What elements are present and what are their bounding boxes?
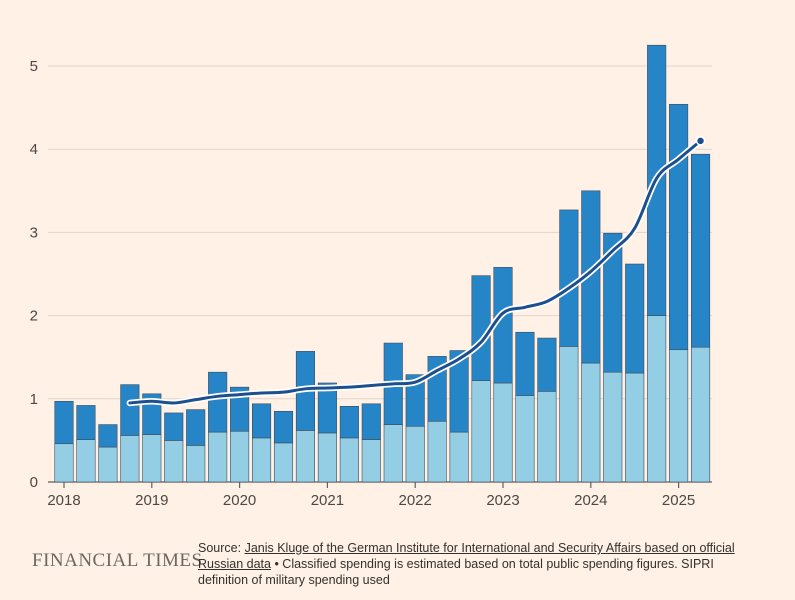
- bar-segment-upper: [625, 263, 645, 374]
- bar-segment-lower: [230, 430, 250, 483]
- bar-segment-lower: [317, 432, 337, 483]
- trend-line-path: [128, 139, 703, 405]
- bar-segment-lower: [669, 349, 689, 483]
- bar-segment-lower: [383, 424, 403, 483]
- bar-segment-upper: [405, 374, 425, 427]
- x-tick-label: 2025: [662, 492, 695, 509]
- source-link[interactable]: Janis Kluge of the German Institute for …: [198, 541, 735, 571]
- y-tick-label: 2: [30, 308, 38, 325]
- x-tick-label: 2022: [399, 492, 432, 509]
- bar-segment-upper: [339, 405, 359, 439]
- ft-logo: FINANCIAL TIMES: [32, 550, 203, 571]
- bar-segment-lower: [252, 437, 272, 483]
- y-tick-label: 3: [30, 224, 38, 241]
- bar-segment-lower: [537, 391, 557, 483]
- bar-segment-upper: [690, 153, 711, 348]
- bar-segment-lower: [493, 382, 513, 483]
- bar-segment-upper: [559, 209, 579, 347]
- trend-line: [126, 136, 706, 407]
- bar-segment-upper: [164, 412, 184, 441]
- bar-segment-lower: [405, 425, 425, 483]
- bar-segment-upper: [515, 331, 535, 396]
- bar-segment-lower: [98, 446, 118, 483]
- source-note: Source: Janis Kluge of the German Instit…: [198, 540, 738, 588]
- bar-segment-upper: [120, 384, 140, 436]
- bar-segment-upper: [54, 400, 74, 445]
- bar-segment-lower: [603, 371, 623, 483]
- bar-segment-lower: [581, 362, 601, 483]
- bar-segment-upper: [317, 382, 337, 434]
- bar-segment-lower: [471, 380, 491, 483]
- bar-segment-lower: [164, 440, 184, 483]
- x-tick-label: 2018: [47, 492, 80, 509]
- y-tick-label: 4: [30, 141, 38, 158]
- bar-segment-lower: [295, 430, 316, 483]
- bar-segment-lower: [361, 439, 381, 483]
- bar-segment-upper: [98, 424, 118, 448]
- bars: [54, 44, 711, 483]
- bar-segment-lower: [120, 435, 140, 483]
- bar-segment-upper: [186, 409, 206, 446]
- bar-segment-upper: [603, 232, 623, 373]
- source-prefix: Source:: [198, 541, 245, 555]
- bar-segment-lower: [690, 346, 711, 483]
- bar-segment-lower: [54, 443, 74, 483]
- bar-segment-lower: [208, 431, 228, 483]
- bar-segment-lower: [647, 315, 667, 483]
- x-tick-label: 2020: [223, 492, 256, 509]
- chart: 0 1 2 3 4 5 2018 2019 2020 2021 2022 2023 2024 2025: [30, 44, 712, 509]
- y-tick-label: 5: [30, 58, 38, 75]
- x-tick-label: 2023: [486, 492, 519, 509]
- source-note-text: • Classified spending is estimated based…: [198, 557, 714, 587]
- bar-segment-upper: [76, 405, 96, 440]
- bar-segment-upper: [537, 337, 557, 392]
- footer: FINANCIAL TIMES Source: Janis Kluge of t…: [0, 538, 795, 600]
- bar-segment-upper: [449, 350, 469, 433]
- x-tick-label: 2019: [135, 492, 168, 509]
- y-tick-label: 0: [30, 474, 38, 491]
- x-tick-label: 2024: [574, 492, 607, 509]
- trend-end-point: [695, 136, 706, 146]
- y-axis: 0 1 2 3 4 5: [30, 58, 38, 491]
- y-tick-label: 1: [30, 391, 38, 408]
- x-axis: 2018 2019 2020 2021 2022 2023 2024 2025: [47, 482, 695, 509]
- bar-segment-lower: [559, 346, 579, 483]
- bar-segment-lower: [142, 434, 162, 483]
- bar-segment-upper: [252, 403, 272, 439]
- bar-segment-upper: [208, 371, 228, 433]
- bar-segment-lower: [76, 439, 96, 483]
- bar-segment-lower: [427, 420, 447, 483]
- bar-segment-upper: [273, 410, 294, 444]
- bar-segment-lower: [515, 395, 535, 483]
- bar-segment-upper: [361, 403, 381, 440]
- bar-segment-upper: [669, 103, 689, 351]
- bar-segment-lower: [273, 442, 294, 483]
- bar-segment-lower: [625, 372, 645, 483]
- bar-segment-lower: [339, 437, 359, 483]
- bar-segment-lower: [449, 431, 469, 483]
- x-tick-label: 2021: [311, 492, 344, 509]
- bar-segment-lower: [186, 445, 206, 483]
